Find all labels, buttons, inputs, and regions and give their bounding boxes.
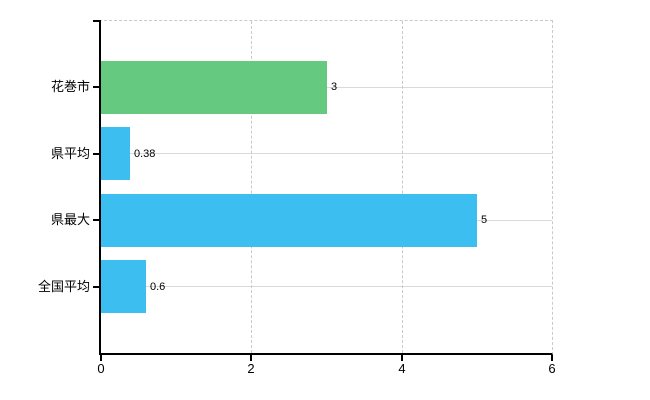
value-label: 5 [481, 214, 488, 226]
gridline-horizontal [101, 286, 552, 287]
x-axis-tick-label: 4 [398, 361, 406, 376]
bar [101, 61, 327, 114]
value-label: 0.6 [150, 281, 166, 293]
y-axis-tick [93, 86, 101, 88]
x-axis-tick [100, 355, 102, 361]
y-axis-tick [93, 153, 101, 155]
x-axis-tick-label: 0 [97, 361, 105, 376]
plot-area: 3 0.38 5 0.6 [99, 20, 553, 355]
gridline-vertical [402, 21, 403, 353]
y-axis-tick [93, 286, 101, 288]
x-axis-tick [401, 355, 403, 361]
bar [101, 260, 146, 313]
category-label: 花巻市 [50, 79, 90, 94]
category-label: 全国平均 [37, 279, 90, 294]
bar [101, 127, 130, 180]
value-label: 0.38 [134, 148, 156, 160]
category-label: 県平均 [50, 146, 90, 161]
value-label: 3 [331, 81, 338, 93]
category-label: 県最大 [50, 212, 90, 227]
x-axis-tick-label: 6 [548, 361, 556, 376]
gridline-horizontal [101, 153, 552, 154]
bar [101, 194, 477, 247]
x-axis-tick [250, 355, 252, 361]
gridline-vertical [251, 21, 252, 353]
y-axis-end-tick [93, 20, 101, 22]
y-axis-tick [93, 219, 101, 221]
x-axis-tick-label: 2 [247, 361, 255, 376]
x-axis-tick [551, 355, 553, 361]
